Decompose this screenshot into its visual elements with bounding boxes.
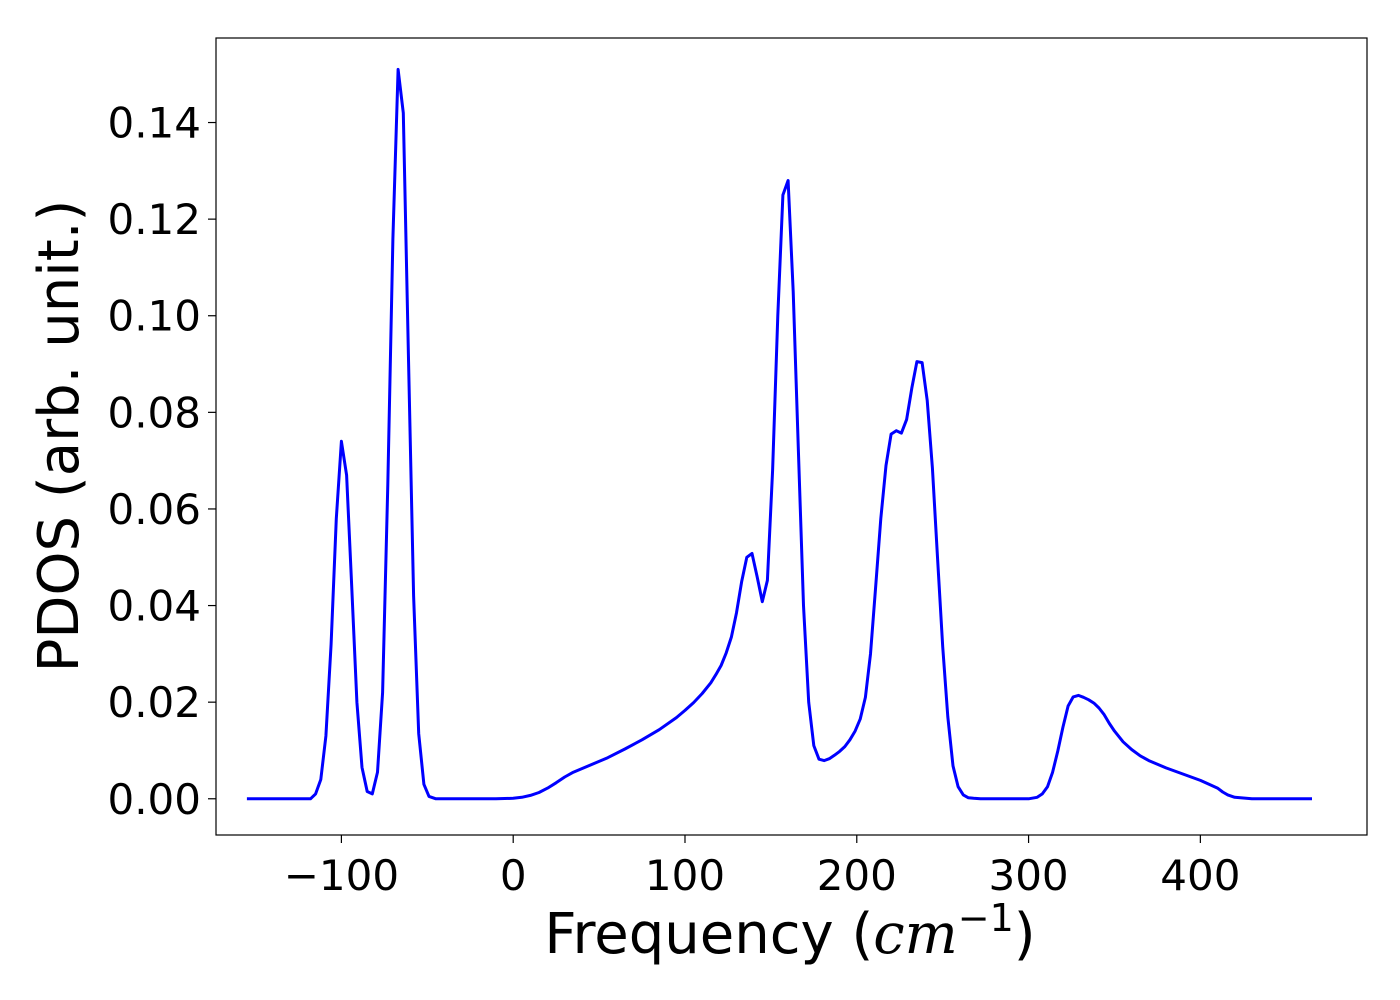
x-axis-title-paren-open: ( [851, 902, 873, 967]
x-axis-title-unit-exp: −1 [958, 896, 1014, 940]
x-tick-label: 400 [1160, 851, 1240, 900]
x-axis-title-unit-base: cm [873, 902, 957, 967]
y-axis-ticks: 0.00 0.02 0.04 0.06 0.08 0.10 0.12 0.14 [107, 99, 216, 824]
x-tick-label: −100 [284, 851, 399, 900]
x-axis-title-paren-close: ) [1014, 902, 1036, 967]
y-tick-label: 0.00 [107, 775, 201, 824]
x-tick-label: 100 [645, 851, 725, 900]
x-axis-title-text: Frequency [544, 902, 833, 967]
x-tick-label: 200 [817, 851, 897, 900]
x-axis-ticks: −100 0 100 200 300 400 [284, 835, 1240, 900]
y-tick-label: 0.06 [107, 485, 201, 534]
x-tick-label: 0 [500, 851, 527, 900]
y-tick-label: 0.10 [107, 292, 201, 341]
x-tick-label: 300 [988, 851, 1068, 900]
y-tick-label: 0.08 [107, 388, 201, 437]
y-tick-label: 0.02 [107, 678, 201, 727]
y-tick-label: 0.04 [107, 582, 201, 631]
series-line [246, 67, 1312, 801]
x-axis-title: Frequency (cm−1) [544, 896, 1035, 967]
y-tick-label: 0.12 [107, 195, 201, 244]
plot-frame [215, 37, 1368, 836]
y-tick-label: 0.14 [107, 99, 201, 148]
y-axis-title: PDOS (arb. unit.) [27, 200, 92, 673]
